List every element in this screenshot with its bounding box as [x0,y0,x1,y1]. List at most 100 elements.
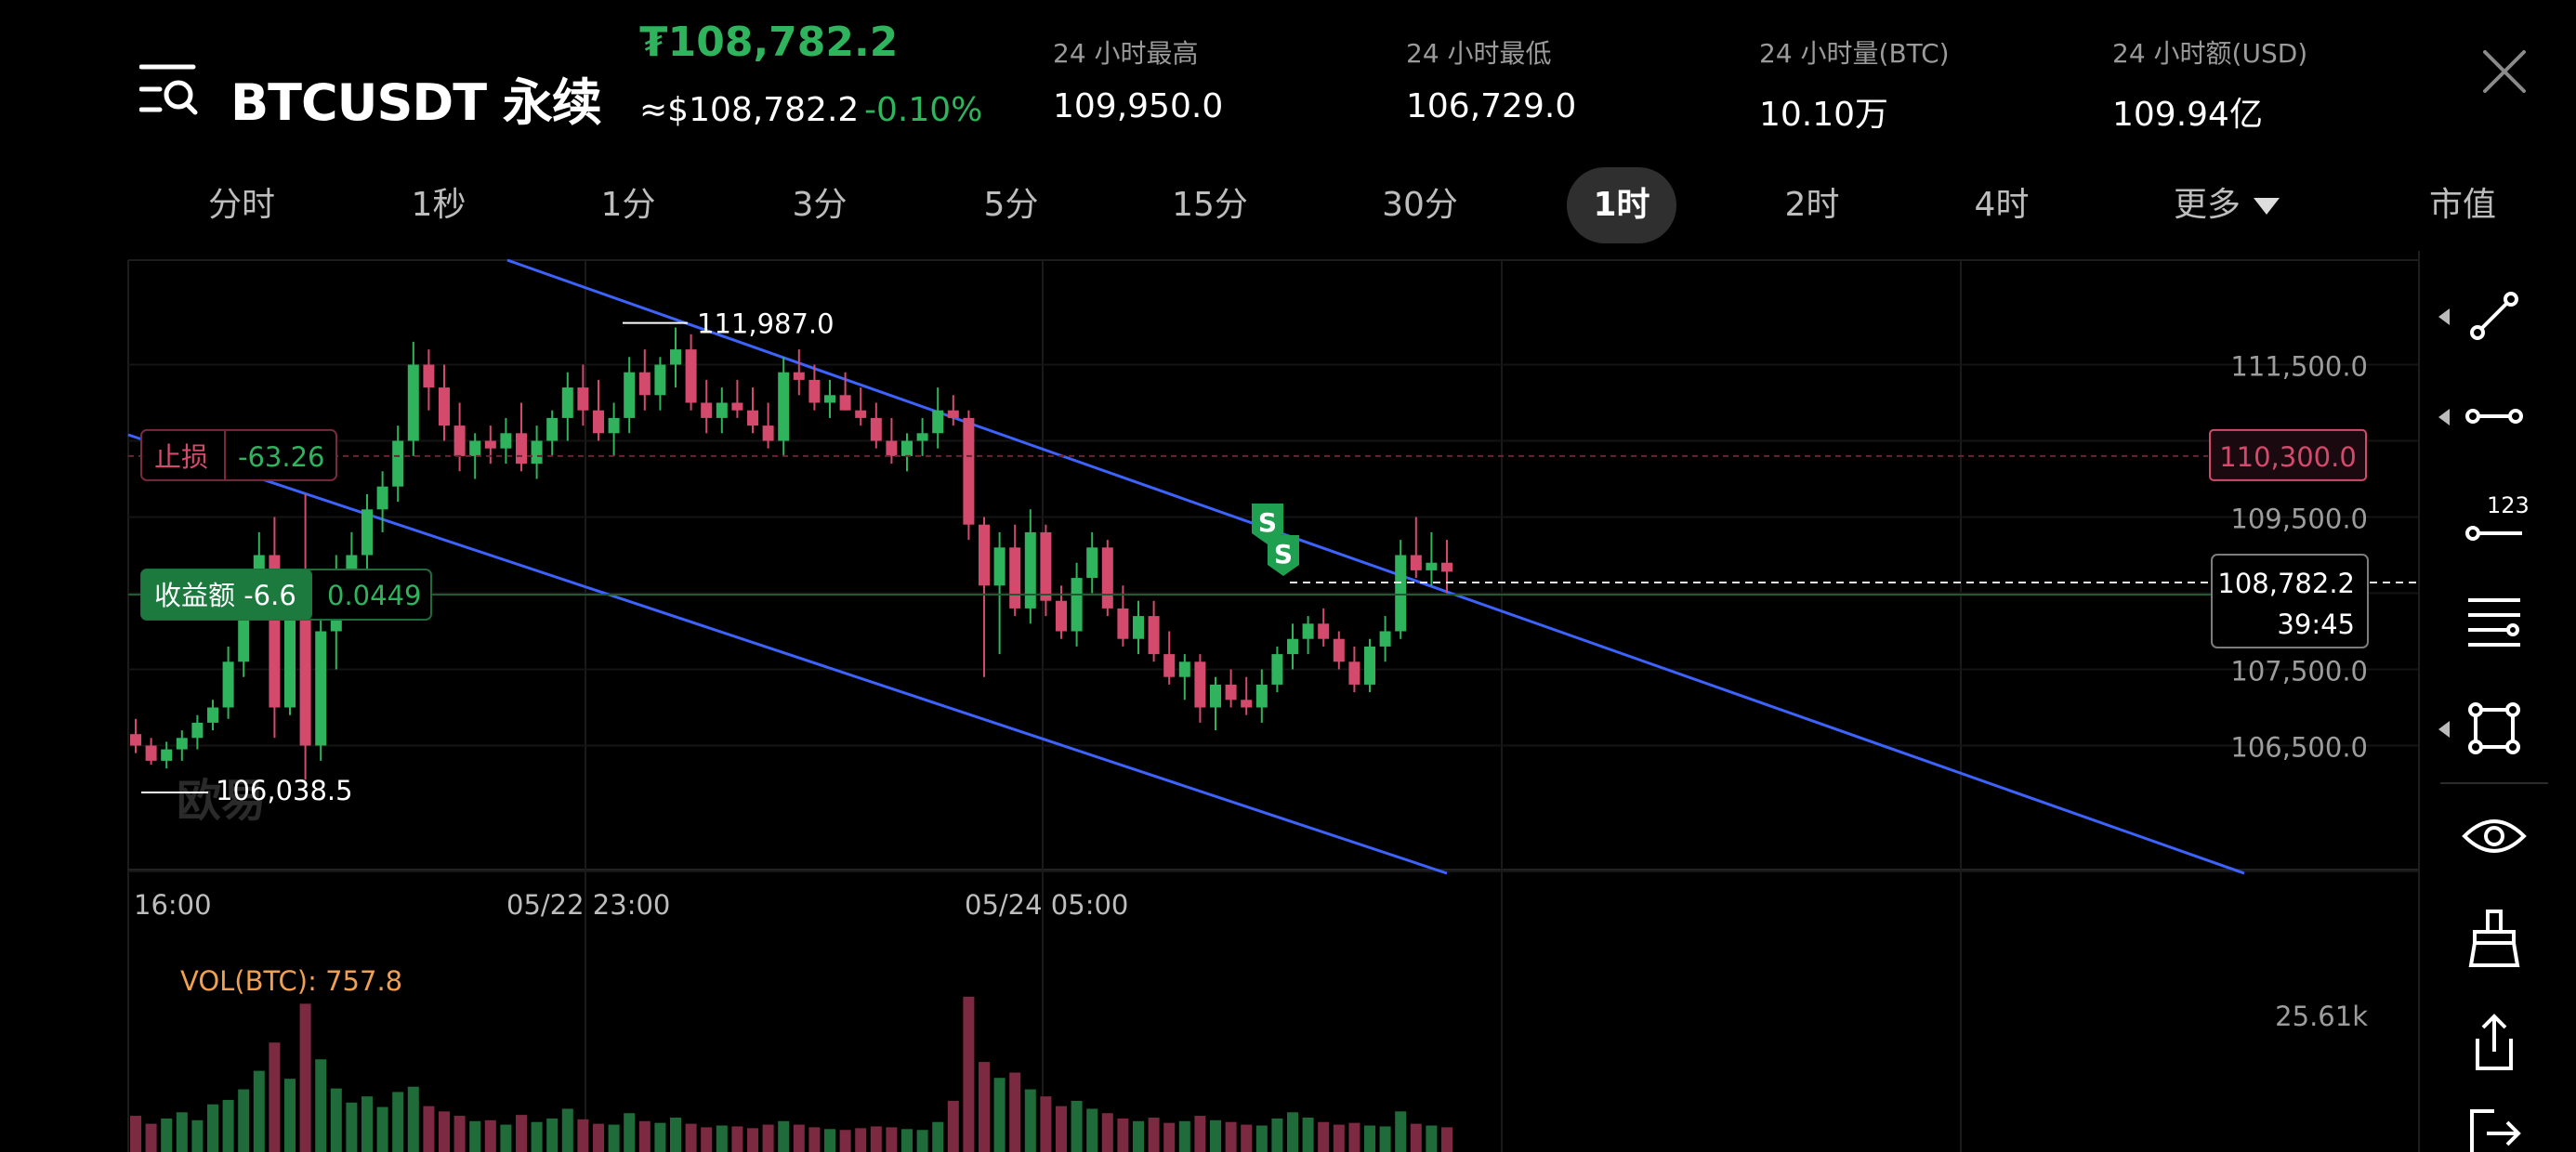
tab-30m[interactable]: 30分 [1382,186,1458,224]
tab-2h[interactable]: 2时 [1784,186,1840,224]
candle-body [376,486,388,510]
low-marker-label: 106,038.5 [216,775,353,806]
candle-body [685,349,697,403]
volume-bar [161,1118,173,1152]
price-chart[interactable]: 111,500.0110,500.0109,500.0108,500.0107,… [0,251,2420,1152]
volume-bar [979,1062,990,1152]
x-tick-label: 16:00 [134,889,212,921]
volume-bar [963,996,975,1152]
close-icon[interactable] [2479,46,2530,97]
eraser-brush-icon [2468,910,2520,967]
volume-bar [1426,1125,1438,1152]
x-tick-label: 05/22 23:00 [506,889,670,921]
volume-bar [1071,1100,1083,1152]
tools-divider [2440,782,2548,784]
volume-bar [1318,1121,1330,1152]
rectangle-tool[interactable] [2438,682,2550,775]
volume-bar [346,1102,358,1152]
volume-bar [484,1119,496,1152]
trendline-tool[interactable] [2438,269,2550,362]
horizontal-ray-tool[interactable] [2438,370,2550,463]
price-label-tool[interactable]: 123 [2438,472,2550,565]
candle-body [1241,700,1253,708]
volume-bar [670,1117,681,1152]
share-tool[interactable] [2438,996,2550,1089]
volume-bar [747,1128,758,1152]
candle-body [469,440,481,456]
candle-body [222,661,234,708]
volume-bar [901,1129,913,1152]
eraser-tool[interactable] [2438,892,2550,985]
volume-bar [1302,1117,1314,1152]
volume-bar [531,1121,543,1152]
volume-bar [1210,1119,1221,1152]
volume-bar [1348,1122,1360,1152]
candle-body [439,387,450,426]
visibility-tool[interactable] [2438,790,2550,883]
tab-3m[interactable]: 3分 [792,186,848,224]
tab-5m[interactable]: 5分 [983,186,1039,224]
candle-body [191,722,204,739]
tab-market-cap[interactable]: 市值 [2428,186,2496,224]
candle-body [161,749,173,761]
tab-15m[interactable]: 15分 [1172,186,1248,224]
candle-body [1194,661,1206,708]
rectangle-icon [2468,702,2520,754]
menu-search-icon[interactable] [139,63,199,115]
volume-bar [716,1125,728,1152]
candle-body [932,410,944,434]
fib-lines-tool[interactable] [2438,576,2550,669]
volume-bar [1194,1116,1206,1152]
candle-body [531,440,543,465]
candle-body [546,417,559,441]
tab-4h[interactable]: 4时 [1974,186,2030,224]
volume-bar [1287,1112,1298,1152]
pair-title[interactable]: BTCUSDT 永续 [230,73,602,132]
tab-1s[interactable]: 1秒 [411,186,467,224]
countdown-label: 39:45 [2277,609,2355,640]
exit-tool[interactable] [2438,1093,2550,1152]
candle-body [130,734,141,746]
pnl-tag-fill [141,569,312,620]
candle-body [1225,684,1237,700]
volume-bar [299,1003,311,1152]
candle-body [979,524,990,586]
candle-body [608,417,620,434]
volume-bar [1364,1125,1375,1152]
volume-bar [207,1104,218,1152]
volume-bar [624,1113,636,1152]
volume-bar [130,1116,141,1152]
candle-body [1302,623,1314,639]
volume-bar [593,1123,604,1152]
volume-bar [1255,1125,1268,1152]
y-tick-label: 111,500.0 [2230,351,2368,383]
tab-fenshi[interactable]: 分时 [207,186,275,224]
expand-triangle-icon [2438,721,2450,738]
horizontal-ray-icon [2465,409,2523,424]
candle-body [855,410,867,418]
stat-24h-vol-value: 10.10万 [1759,96,1889,134]
candle-body [916,433,928,441]
tab-1h[interactable]: 1时 [1567,167,1676,243]
volume-bar [1040,1096,1052,1152]
share-icon [2476,1014,2513,1070]
tab-1m[interactable]: 1分 [600,186,656,224]
volume-bar [1163,1122,1176,1152]
tab-more[interactable]: 更多 [2152,167,2301,243]
volume-bar [638,1120,651,1152]
volume-bar [516,1115,527,1152]
visibility-eye-icon [2462,819,2527,853]
candle-body [207,707,218,723]
volume-bar [1333,1124,1345,1152]
volume-bar [1441,1127,1452,1152]
stat-24h-high-value: 109,950.0 [1053,87,1224,125]
svg-text:123: 123 [2487,492,2530,518]
volume-bar [1178,1120,1190,1152]
candle-body [1395,555,1407,632]
volume-bar [330,1088,342,1152]
volume-bar [855,1128,867,1152]
volume-bar [947,1100,959,1152]
candle-body [1271,654,1283,685]
candle-body [577,387,589,411]
volume-bar [1056,1106,1067,1152]
